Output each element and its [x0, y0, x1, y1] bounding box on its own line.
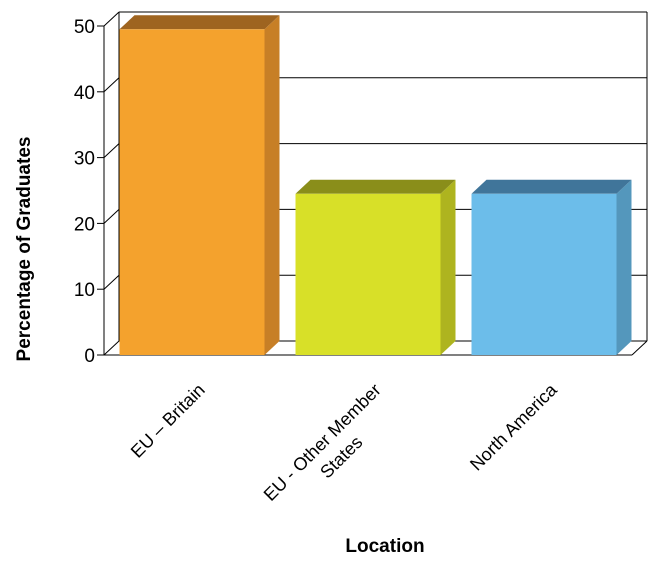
grid-depth-connector: [103, 340, 120, 356]
x-category-label: North America: [466, 379, 561, 474]
grid-depth-connector: [103, 143, 120, 158]
bar: [471, 179, 632, 355]
grid-depth-connector: [103, 209, 120, 224]
bar-top-face: [119, 15, 280, 30]
x-category-label-line1: EU – Britain: [127, 380, 209, 462]
bar-side-face: [616, 179, 632, 355]
bar-front-face: [295, 193, 441, 355]
bar-side-face: [440, 179, 456, 355]
x-category-label-line1: EU - Other Member: [260, 380, 385, 505]
x-category-label: EU - Other MemberStates: [260, 380, 402, 522]
y-tick-label: 30: [74, 149, 95, 170]
x-category-label-line1: North America: [466, 379, 561, 474]
y-axis-ticks: 0 10 20 30 40 50: [74, 17, 95, 367]
x-axis-title: Location: [345, 536, 424, 557]
bar-front-face: [119, 29, 265, 355]
bar-top-face: [471, 179, 632, 194]
y-tick-label: 20: [74, 214, 95, 235]
x-axis-categories: EU – Britain EU - Other MemberStates North…: [127, 379, 562, 522]
y-tick-label: 50: [74, 17, 95, 38]
y-tick-label: 10: [74, 280, 95, 301]
grid-depth-connector: [103, 11, 120, 27]
bar-front-face: [471, 193, 617, 355]
y-axis-title: Percentage of Graduates: [14, 137, 35, 362]
y-tick-label: 40: [74, 83, 95, 104]
bar-top-face: [295, 179, 456, 194]
grid-depth-connector: [103, 77, 120, 93]
grid-depth-connector: [103, 274, 120, 290]
bar: [295, 179, 456, 355]
x-category-label: EU – Britain: [127, 380, 209, 462]
floor-right-edge: [631, 340, 648, 356]
y-tick-label: 0: [84, 346, 95, 367]
bar-side-face: [264, 15, 280, 355]
bar: [119, 15, 280, 355]
bars: [119, 15, 632, 355]
